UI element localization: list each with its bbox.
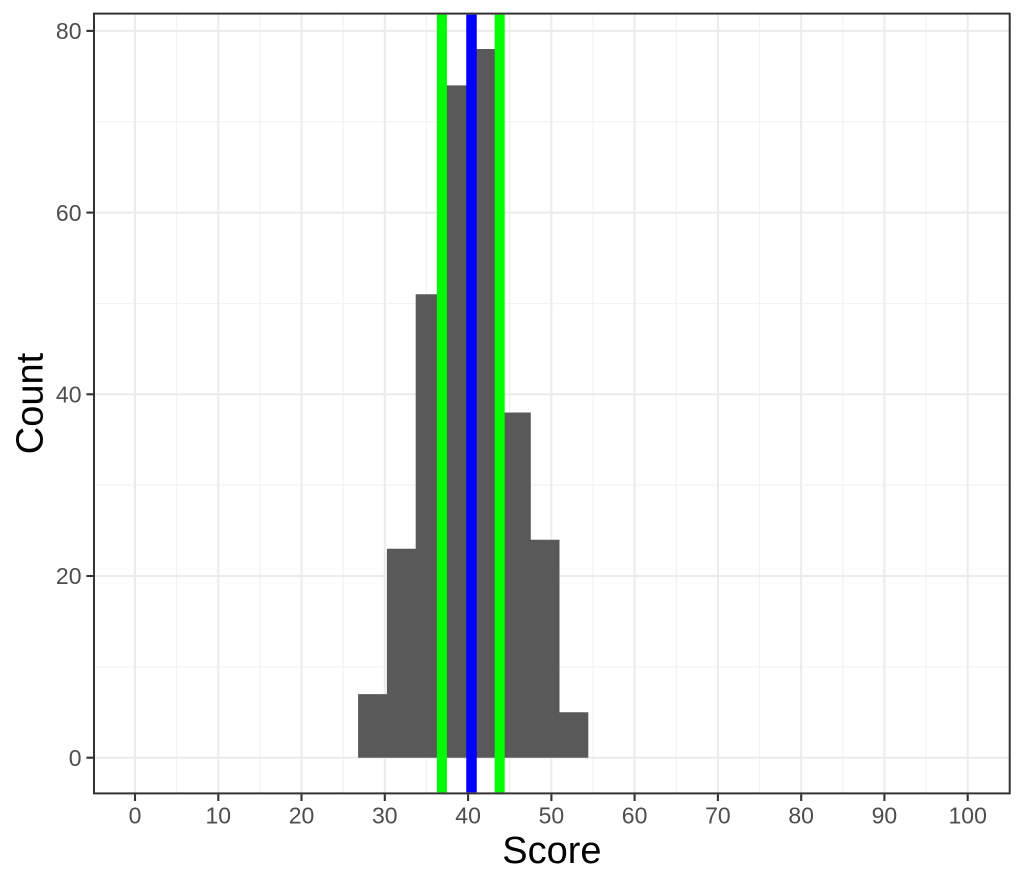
svg-text:80: 80 <box>788 803 814 829</box>
svg-text:Score: Score <box>502 830 601 872</box>
svg-text:20: 20 <box>56 563 82 589</box>
svg-text:80: 80 <box>56 18 82 44</box>
svg-text:Count: Count <box>9 352 51 454</box>
svg-text:90: 90 <box>872 803 898 829</box>
svg-text:0: 0 <box>129 803 142 829</box>
svg-text:50: 50 <box>539 803 565 829</box>
svg-text:60: 60 <box>56 200 82 226</box>
svg-text:100: 100 <box>949 803 987 829</box>
svg-text:40: 40 <box>455 803 481 829</box>
svg-text:70: 70 <box>705 803 731 829</box>
svg-text:30: 30 <box>372 803 398 829</box>
svg-text:20: 20 <box>289 803 315 829</box>
svg-text:60: 60 <box>622 803 648 829</box>
svg-text:40: 40 <box>56 382 82 408</box>
svg-text:0: 0 <box>69 745 82 771</box>
svg-text:10: 10 <box>206 803 232 829</box>
